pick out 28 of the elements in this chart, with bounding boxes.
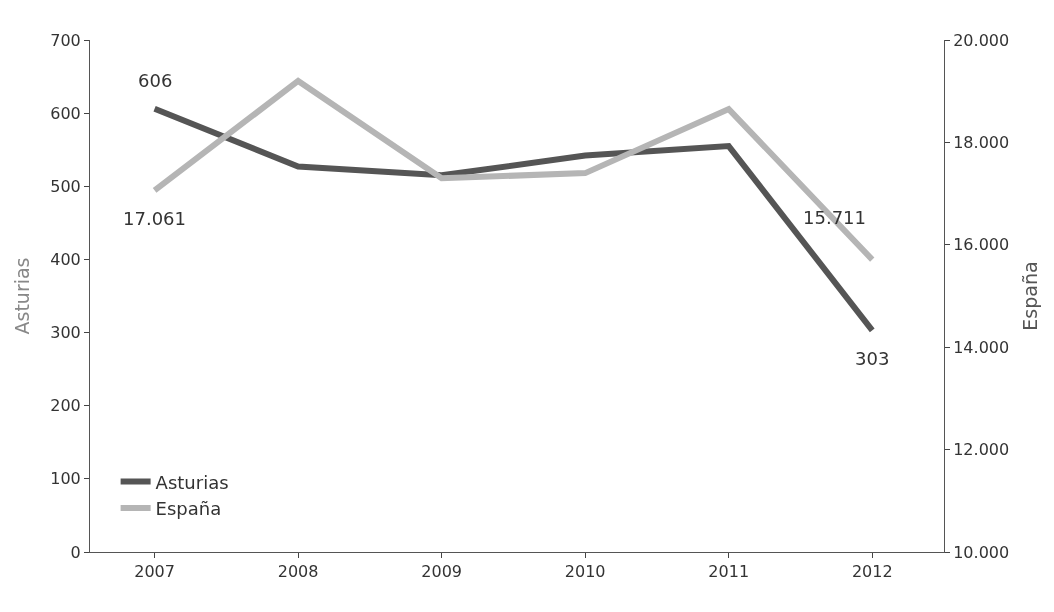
y-tick-label: 500: [50, 176, 81, 196]
y2-tick-label: 14.000: [953, 337, 1010, 357]
y2-tick-label: 10.000: [953, 542, 1010, 562]
y2-tick-label: 20.000: [953, 30, 1010, 50]
y2-tick-label: 16.000: [953, 235, 1010, 255]
annotation: 17.061: [123, 208, 186, 229]
y-axis-title: Asturias: [11, 257, 34, 335]
y2-tick-label: 12.000: [953, 440, 1010, 460]
y-tick-label: 400: [50, 250, 81, 270]
x-tick-label: 2011: [708, 562, 750, 582]
annotation: 606: [138, 70, 173, 91]
legend-label: España: [155, 498, 222, 520]
x-tick-label: 2012: [851, 562, 893, 582]
y-tick-label: 300: [50, 323, 81, 343]
y2-axis-title: España: [1018, 261, 1041, 331]
y-tick-label: 100: [50, 469, 81, 489]
x-tick-label: 2008: [277, 562, 319, 582]
x-tick-label: 2009: [421, 562, 463, 582]
y-tick-label: 0: [70, 542, 81, 562]
y2-tick-label: 18.000: [953, 133, 1010, 152]
y-tick-label: 200: [50, 396, 81, 416]
x-tick-label: 2010: [564, 562, 606, 582]
y-tick-label: 600: [50, 103, 81, 123]
annotation: 303: [855, 348, 890, 369]
y-tick-label: 700: [50, 30, 81, 50]
legend-label: Asturias: [155, 471, 229, 493]
x-tick-label: 2007: [134, 562, 175, 582]
annotation: 15.711: [803, 207, 866, 228]
